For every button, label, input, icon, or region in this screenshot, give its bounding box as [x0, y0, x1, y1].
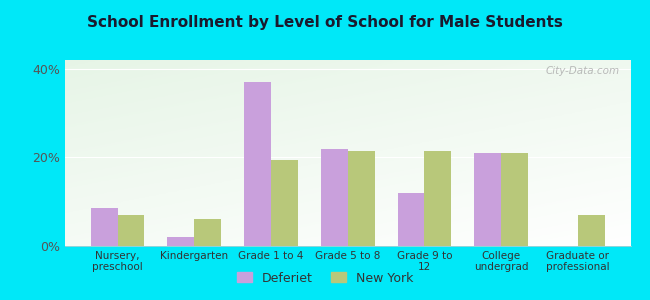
Legend: Deferiet, New York: Deferiet, New York [230, 265, 420, 291]
Bar [118, 215, 144, 246]
Bar [244, 82, 271, 246]
Bar [271, 160, 298, 246]
Bar [168, 237, 194, 246]
Bar [501, 153, 528, 246]
Text: School Enrollment by Level of School for Male Students: School Enrollment by Level of School for… [87, 15, 563, 30]
Bar [424, 151, 451, 246]
Bar [348, 151, 374, 246]
Bar [578, 215, 604, 246]
Bar [91, 208, 118, 246]
Bar [398, 193, 424, 246]
Bar [321, 148, 348, 246]
Bar [194, 219, 221, 246]
Text: City-Data.com: City-Data.com [545, 66, 619, 76]
Bar [474, 153, 501, 246]
